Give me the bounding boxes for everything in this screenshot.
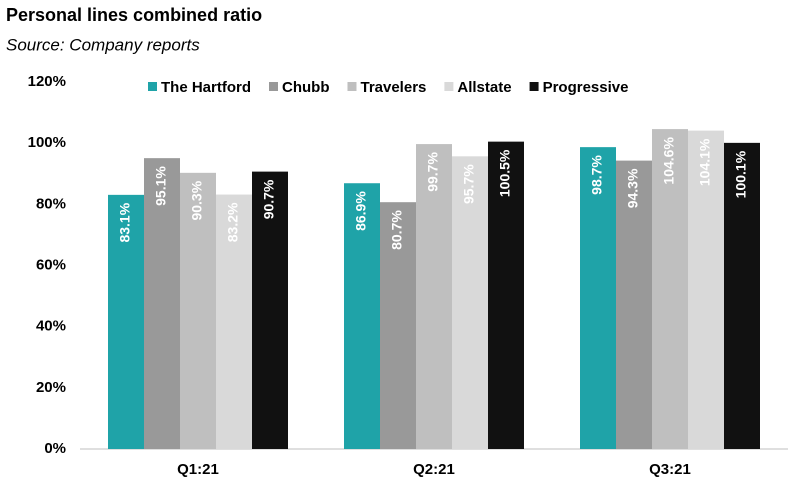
value-label: 95.1% <box>153 166 169 206</box>
bar <box>216 194 252 449</box>
bar <box>724 142 760 449</box>
value-label: 99.7% <box>425 152 441 192</box>
bar <box>688 130 724 449</box>
legend-swatch <box>444 82 454 91</box>
legend-label: Chubb <box>282 79 329 96</box>
value-label: 83.2% <box>225 202 241 242</box>
legend-label: Travelers <box>360 79 426 96</box>
legend-swatch <box>529 82 539 91</box>
value-label: 100.5% <box>497 149 513 197</box>
chart-title: Personal lines combined ratio <box>6 5 262 25</box>
y-tick-label: 100% <box>28 134 66 151</box>
value-label: 104.6% <box>661 137 677 185</box>
bar <box>344 183 380 449</box>
bar <box>488 141 524 449</box>
legend-swatch <box>148 82 157 91</box>
bar <box>252 171 288 449</box>
value-label: 100.1% <box>733 150 749 198</box>
x-tick-label: Q3:21 <box>649 461 691 478</box>
bar <box>380 202 416 449</box>
value-label: 95.7% <box>461 164 477 204</box>
y-tick-label: 20% <box>36 379 66 396</box>
bar <box>580 147 616 449</box>
bar <box>416 144 452 449</box>
legend-label: The Hartford <box>161 79 251 96</box>
y-tick-label: 60% <box>36 256 66 273</box>
bar <box>652 129 688 449</box>
y-tick-label: 120% <box>28 73 66 90</box>
bar <box>616 160 652 449</box>
value-label: 94.3% <box>625 168 641 208</box>
x-tick-label: Q2:21 <box>413 461 455 478</box>
legend-label: Allstate <box>457 79 511 96</box>
value-label: 98.7% <box>589 155 605 195</box>
chart-subtitle: Source: Company reports <box>6 35 200 54</box>
value-label: 90.7% <box>261 179 277 219</box>
x-tick-label: Q1:21 <box>177 461 219 478</box>
y-tick-label: 80% <box>36 195 66 212</box>
bar <box>144 158 180 449</box>
value-label: 83.1% <box>117 202 133 242</box>
bar <box>180 172 216 449</box>
value-label: 104.1% <box>697 138 713 186</box>
value-label: 80.7% <box>389 210 405 250</box>
value-label: 90.3% <box>189 180 205 220</box>
bar <box>452 156 488 449</box>
legend-swatch <box>269 82 278 91</box>
y-tick-label: 0% <box>44 440 66 457</box>
legend-swatch <box>347 82 357 91</box>
legend-label: Progressive <box>543 79 629 96</box>
y-tick-label: 40% <box>36 318 66 335</box>
value-label: 86.9% <box>353 191 369 231</box>
bar <box>108 194 144 449</box>
